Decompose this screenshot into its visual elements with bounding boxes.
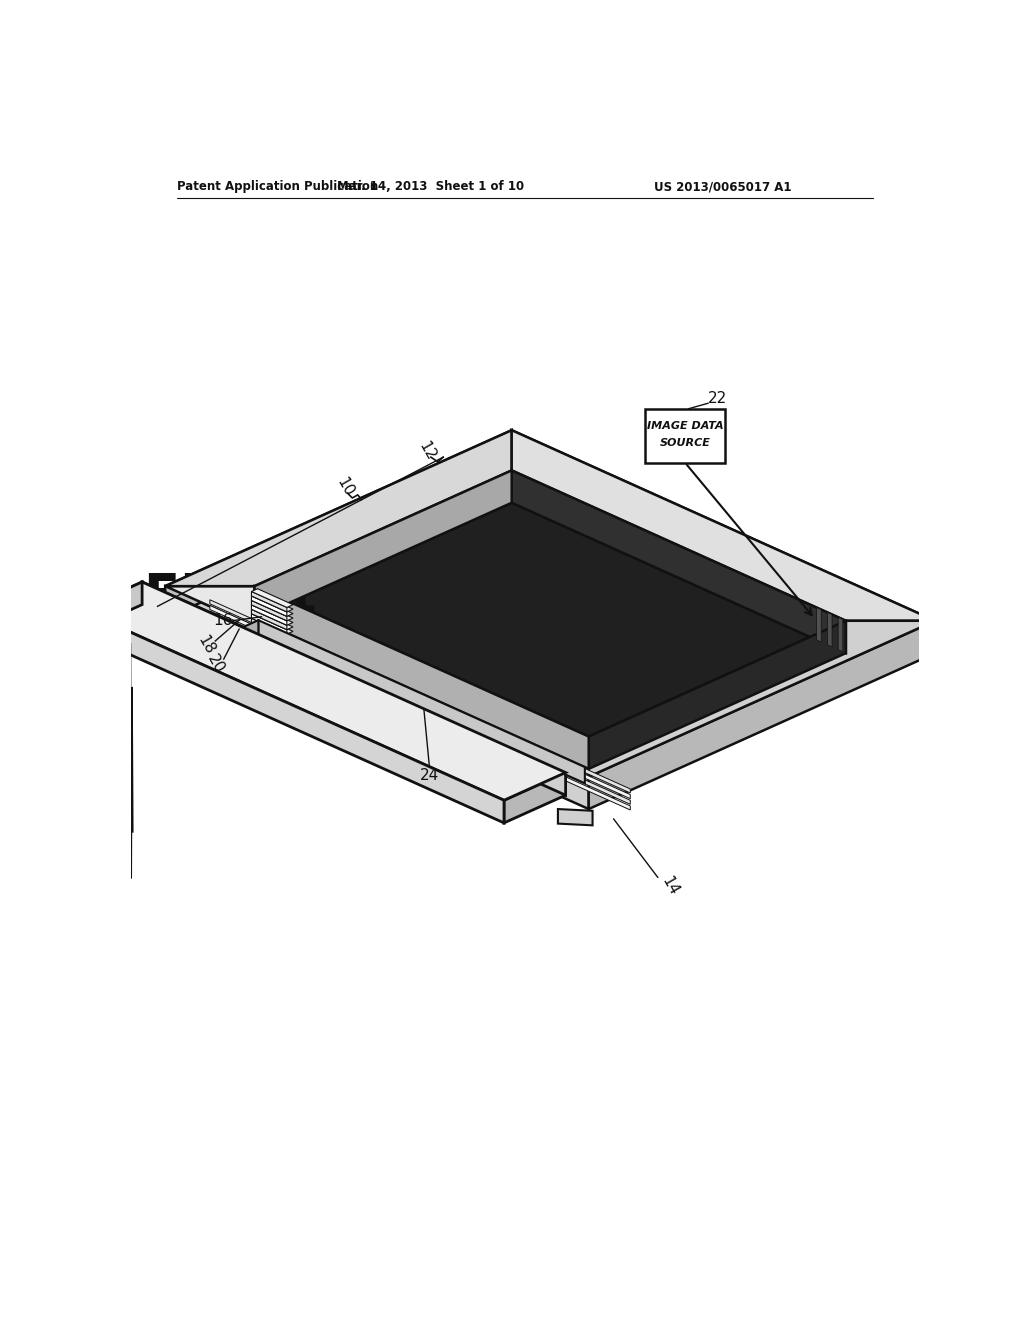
Polygon shape [252, 614, 287, 634]
Polygon shape [210, 611, 631, 804]
Polygon shape [258, 620, 585, 783]
Polygon shape [252, 615, 293, 634]
Polygon shape [252, 598, 293, 616]
Polygon shape [504, 772, 565, 822]
Text: Patent Application Publication: Patent Application Publication [177, 181, 378, 194]
Text: IMAGE DATA: IMAGE DATA [646, 421, 723, 432]
Text: 20: 20 [205, 652, 227, 676]
Polygon shape [165, 586, 589, 809]
Polygon shape [252, 595, 287, 616]
Text: 12: 12 [416, 440, 438, 463]
Polygon shape [210, 616, 631, 810]
Polygon shape [255, 586, 589, 768]
Text: 22: 22 [708, 391, 727, 407]
Polygon shape [827, 612, 833, 647]
Polygon shape [81, 582, 142, 632]
Polygon shape [589, 620, 935, 809]
Text: US 2013/0065017 A1: US 2013/0065017 A1 [654, 181, 792, 194]
Polygon shape [214, 620, 258, 656]
Text: 16: 16 [213, 612, 232, 628]
Polygon shape [512, 430, 935, 653]
Polygon shape [252, 611, 293, 630]
Polygon shape [165, 586, 589, 776]
FancyBboxPatch shape [644, 409, 725, 462]
Polygon shape [816, 607, 821, 642]
Polygon shape [252, 593, 293, 612]
Polygon shape [81, 582, 565, 800]
Text: 24: 24 [420, 768, 439, 783]
Polygon shape [252, 605, 287, 626]
Polygon shape [81, 610, 504, 822]
Text: SOURCE: SOURCE [659, 438, 711, 449]
Polygon shape [255, 470, 512, 619]
Polygon shape [512, 430, 935, 620]
Polygon shape [589, 620, 846, 768]
Polygon shape [252, 610, 287, 630]
Text: FIG. 1: FIG. 1 [143, 572, 317, 623]
Polygon shape [512, 470, 846, 653]
Polygon shape [210, 606, 631, 799]
Polygon shape [210, 599, 631, 793]
Polygon shape [839, 618, 843, 652]
Polygon shape [252, 589, 293, 607]
Polygon shape [252, 591, 287, 612]
Text: 10: 10 [334, 475, 356, 499]
Polygon shape [255, 503, 846, 768]
Polygon shape [252, 618, 287, 639]
Polygon shape [165, 430, 512, 619]
Polygon shape [252, 602, 293, 620]
Polygon shape [165, 430, 512, 586]
Polygon shape [252, 601, 287, 620]
Polygon shape [558, 809, 593, 825]
Text: Mar. 14, 2013  Sheet 1 of 10: Mar. 14, 2013 Sheet 1 of 10 [337, 181, 524, 194]
Text: 14: 14 [658, 874, 681, 898]
Polygon shape [252, 606, 293, 626]
Polygon shape [142, 582, 565, 795]
Polygon shape [589, 620, 935, 776]
Text: 18: 18 [195, 632, 217, 657]
